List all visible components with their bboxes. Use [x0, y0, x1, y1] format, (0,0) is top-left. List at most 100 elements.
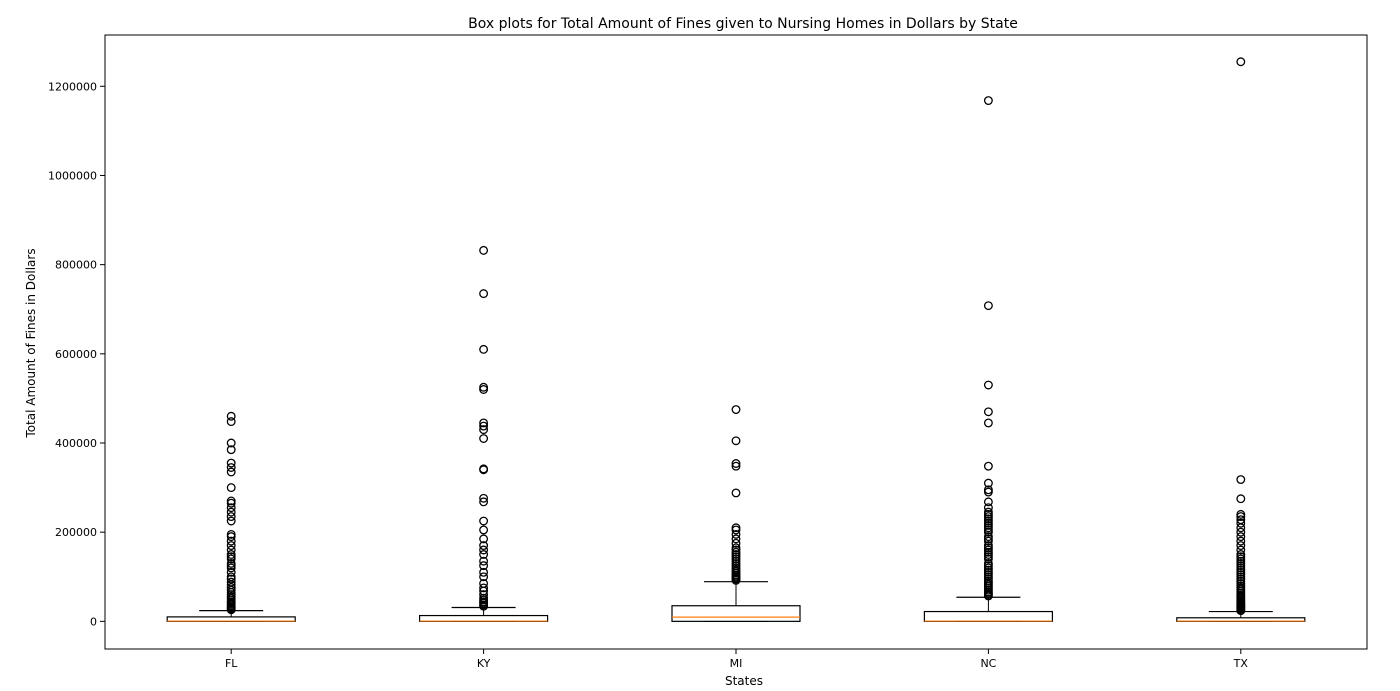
outlier-fl: [226, 507, 236, 517]
outlier-fl: [226, 545, 236, 555]
outlier-ky: [479, 572, 489, 582]
outlier-ky: [479, 550, 489, 559]
outlier-nc: [983, 507, 993, 517]
outlier-mi: [731, 436, 741, 446]
outlier-nc: [983, 96, 993, 105]
outlier-fl: [226, 445, 236, 455]
outlier-ky: [479, 579, 489, 588]
outlier-mi: [731, 459, 741, 468]
outlier-ky: [479, 583, 489, 593]
box-nc: [923, 610, 1054, 622]
outlier-mi: [731, 523, 741, 533]
outlier-fl: [226, 529, 236, 539]
outlier-tx: [1236, 541, 1246, 551]
outlier-mi: [731, 405, 741, 415]
outlier-tx: [1236, 527, 1246, 537]
outlier-ky: [479, 344, 489, 354]
outlier-nc: [983, 407, 993, 417]
y-tick-label: 200000: [55, 526, 97, 539]
outlier-nc: [983, 478, 993, 488]
outlier-ky: [479, 590, 489, 600]
x-tick-label: FL: [225, 657, 238, 670]
outlier-nc: [983, 301, 993, 311]
outlier-nc: [983, 558, 993, 568]
y-tick-label: 1200000: [48, 80, 97, 93]
outlier-ky: [479, 556, 489, 566]
outlier-fl: [226, 411, 236, 421]
outlier-mi: [731, 488, 741, 498]
outlier-ky: [479, 525, 489, 535]
x-tick-label: TX: [1233, 657, 1249, 670]
outlier-nc: [983, 380, 993, 390]
outlier-ky: [479, 567, 489, 577]
outlier-ky: [479, 561, 489, 571]
outlier-fl: [226, 550, 236, 559]
outlier-fl: [226, 463, 236, 472]
outlier-mi: [731, 461, 741, 471]
outlier-fl: [226, 536, 236, 546]
outlier-mi: [731, 529, 741, 539]
outlier-fl: [226, 512, 236, 522]
y-tick-label: 0: [90, 615, 97, 628]
outlier-fl: [226, 458, 236, 468]
y-tick-label: 400000: [55, 437, 97, 450]
outlier-fl: [226, 541, 236, 551]
outlier-tx: [1236, 494, 1246, 504]
outlier-fl: [226, 516, 236, 526]
outlier-fl: [226, 567, 236, 577]
outlier-ky: [479, 464, 489, 474]
outlier-fl: [226, 558, 236, 568]
outlier-fl: [226, 417, 236, 427]
outlier-tx: [1236, 545, 1246, 555]
box-mi: [671, 605, 801, 622]
y-tick-label: 600000: [55, 348, 97, 361]
plot-frame: [104, 34, 1368, 650]
y-axis-label: Total Amount of Fines in Dollars: [24, 248, 38, 438]
outlier-ky: [479, 497, 489, 507]
outlier-fl: [226, 572, 236, 582]
outlier-ky: [479, 245, 489, 255]
outlier-mi: [731, 538, 741, 548]
outlier-fl: [226, 496, 236, 506]
outlier-ky: [479, 534, 489, 544]
outlier-fl: [226, 483, 236, 493]
outlier-ky: [479, 382, 489, 392]
x-tick-label: MI: [730, 657, 743, 670]
x-axis-label: States: [725, 674, 763, 688]
outlier-nc: [983, 497, 993, 507]
outlier-fl: [226, 583, 236, 592]
outlier-nc: [983, 485, 993, 495]
outlier-tx: [1236, 515, 1246, 525]
outlier-mi: [731, 534, 741, 544]
outlier-fl: [226, 503, 236, 513]
outlier-tx: [1236, 550, 1246, 559]
outlier-ky: [479, 516, 489, 526]
outlier-ky: [479, 545, 489, 555]
outlier-tx: [1236, 475, 1246, 485]
outlier-tx: [1236, 518, 1246, 528]
outlier-nc: [983, 461, 993, 471]
outlier-fl: [226, 577, 236, 587]
outlier-tx: [1236, 57, 1246, 67]
y-tick-label: 800000: [55, 259, 97, 272]
outlier-ky: [479, 418, 489, 428]
outlier-tx: [1236, 509, 1246, 519]
outlier-ky: [479, 289, 489, 299]
outlier-nc: [983, 418, 993, 428]
outlier-tx: [1236, 532, 1246, 542]
outlier-mi: [731, 543, 741, 553]
outlier-ky: [479, 541, 489, 551]
x-tick-label: KY: [477, 657, 491, 670]
outlier-ky: [479, 421, 489, 431]
outlier-fl: [226, 438, 236, 448]
outlier-ky: [479, 493, 489, 503]
outlier-tx: [1236, 536, 1246, 546]
x-tick-label: NC: [980, 657, 996, 670]
outlier-ky: [479, 425, 489, 435]
outlier-nc: [983, 532, 993, 542]
outlier-fl: [226, 467, 236, 477]
outlier-ky: [479, 434, 489, 443]
y-tick-label: 1000000: [48, 169, 97, 182]
outlier-nc: [983, 503, 993, 513]
